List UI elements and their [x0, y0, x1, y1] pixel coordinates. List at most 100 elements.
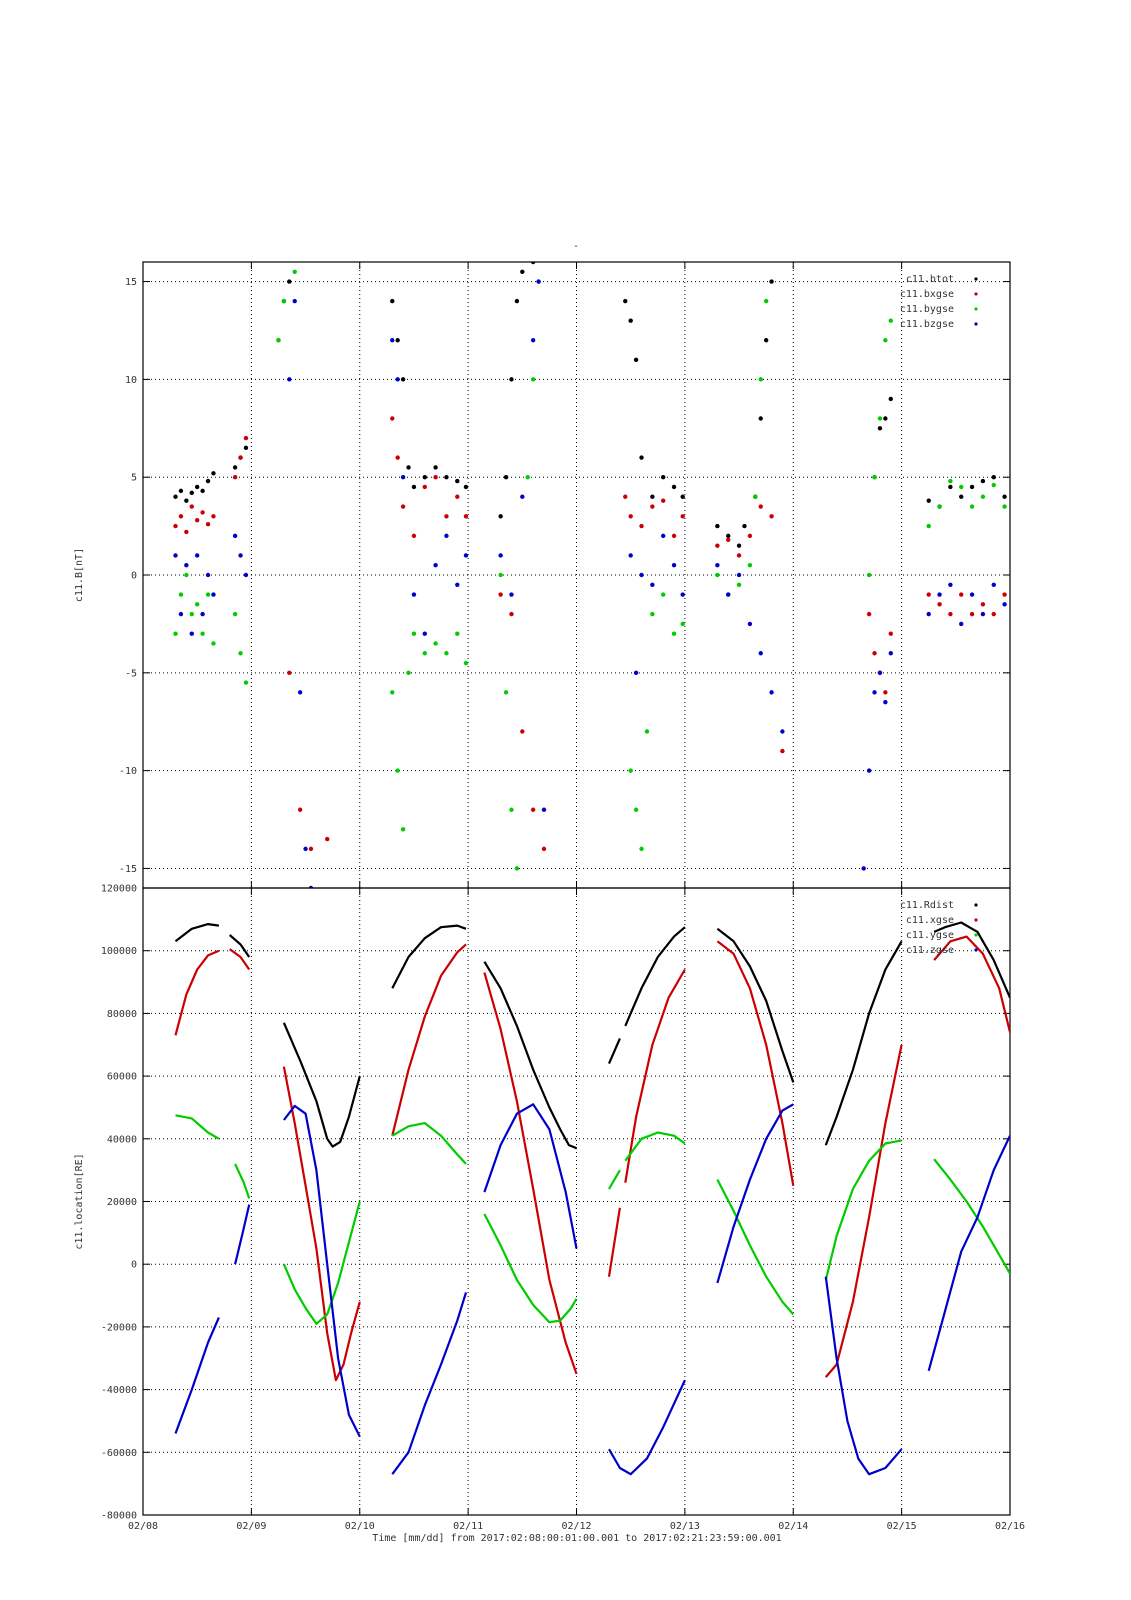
data-point [292, 298, 297, 304]
data-point [736, 543, 742, 548]
data-point [194, 484, 200, 490]
data-point [980, 494, 986, 499]
data-point [959, 484, 964, 490]
series-line [607, 1038, 621, 1065]
data-point [671, 533, 677, 539]
data-point [661, 592, 666, 597]
data-point [763, 298, 769, 304]
data-point [969, 504, 975, 509]
data-point [189, 504, 194, 509]
data-point [173, 553, 178, 558]
legend-marker [974, 918, 978, 922]
data-point [753, 494, 758, 499]
data-point [211, 471, 216, 476]
data-point [623, 494, 628, 499]
data-point [650, 611, 655, 617]
data-point [888, 396, 893, 402]
series-line [624, 968, 686, 1183]
data-point [758, 377, 763, 382]
y-tick-label: 60000 [107, 1072, 137, 1083]
x-tick-label: 02/12 [561, 1521, 591, 1532]
legend-marker [974, 948, 978, 952]
x-tick-label: 02/11 [453, 1521, 483, 1532]
data-point [498, 553, 503, 558]
x-tick-label: 02/15 [887, 1521, 917, 1532]
data-point [232, 474, 238, 480]
data-point [194, 553, 200, 558]
y-tick-label: 0 [131, 1260, 137, 1271]
data-point [1002, 504, 1007, 509]
data-point [661, 533, 666, 539]
data-point [877, 416, 883, 421]
legend-label: c11.ygse [906, 930, 954, 941]
y-tick-label: 100000 [101, 946, 137, 957]
data-point [205, 572, 211, 578]
data-layer [173, 262, 1007, 888]
data-point [205, 592, 211, 597]
legend-marker [974, 277, 978, 281]
data-point [238, 553, 243, 558]
data-point [736, 553, 742, 558]
y-axis-label: c11.B[nT] [74, 548, 85, 602]
y-tick-label: 0 [131, 571, 137, 582]
data-point [390, 690, 395, 695]
data-point [769, 690, 774, 695]
data-point [189, 631, 194, 636]
series-line [174, 1317, 220, 1434]
data-point [959, 494, 964, 499]
series-line [282, 1201, 361, 1325]
data-point [866, 572, 872, 578]
data-point [422, 484, 427, 490]
data-point [433, 474, 438, 480]
data-point [633, 357, 639, 363]
series-line [234, 1163, 251, 1199]
data-point [726, 533, 731, 539]
series-line [391, 1122, 467, 1165]
data-point [644, 729, 650, 734]
data-point [780, 748, 785, 754]
data-point [276, 338, 281, 343]
data-point [715, 563, 720, 568]
data-point [238, 455, 243, 460]
data-point [411, 484, 417, 490]
x-tick-label: 02/14 [778, 1521, 808, 1532]
data-point [390, 416, 395, 421]
y-tick-label: -10 [119, 766, 137, 777]
data-point [991, 474, 996, 480]
data-point [530, 807, 536, 812]
data-point [514, 298, 520, 304]
data-point [780, 729, 785, 734]
series-line [483, 961, 577, 1150]
data-point [498, 592, 503, 597]
data-point [211, 641, 216, 646]
data-point [969, 592, 975, 597]
data-point [173, 523, 178, 529]
data-point [872, 651, 877, 656]
data-point [390, 298, 395, 304]
data-point [541, 846, 547, 852]
data-point [671, 563, 677, 568]
data-point [395, 377, 400, 382]
data-point [232, 611, 238, 617]
series-line [824, 1276, 903, 1476]
y-tick-label: -40000 [101, 1385, 137, 1396]
y-tick-label: -80000 [101, 1511, 137, 1522]
data-point [991, 611, 996, 617]
series-line [234, 1204, 251, 1265]
data-point [742, 523, 747, 529]
data-point [969, 484, 975, 490]
data-point [400, 377, 406, 382]
data-point [671, 631, 677, 636]
series-line [933, 921, 1010, 999]
figure-title: - [573, 241, 579, 252]
data-point [325, 836, 330, 842]
data-point [287, 279, 292, 284]
data-point [433, 641, 438, 646]
data-point [888, 651, 893, 656]
y-axis-label: c11.location[RE] [74, 1153, 85, 1249]
x-tick-label: 02/10 [345, 1521, 375, 1532]
data-point [680, 592, 685, 597]
data-point [980, 478, 986, 484]
y-tick-label: 15 [125, 277, 137, 288]
y-tick-label: -20000 [101, 1322, 137, 1333]
